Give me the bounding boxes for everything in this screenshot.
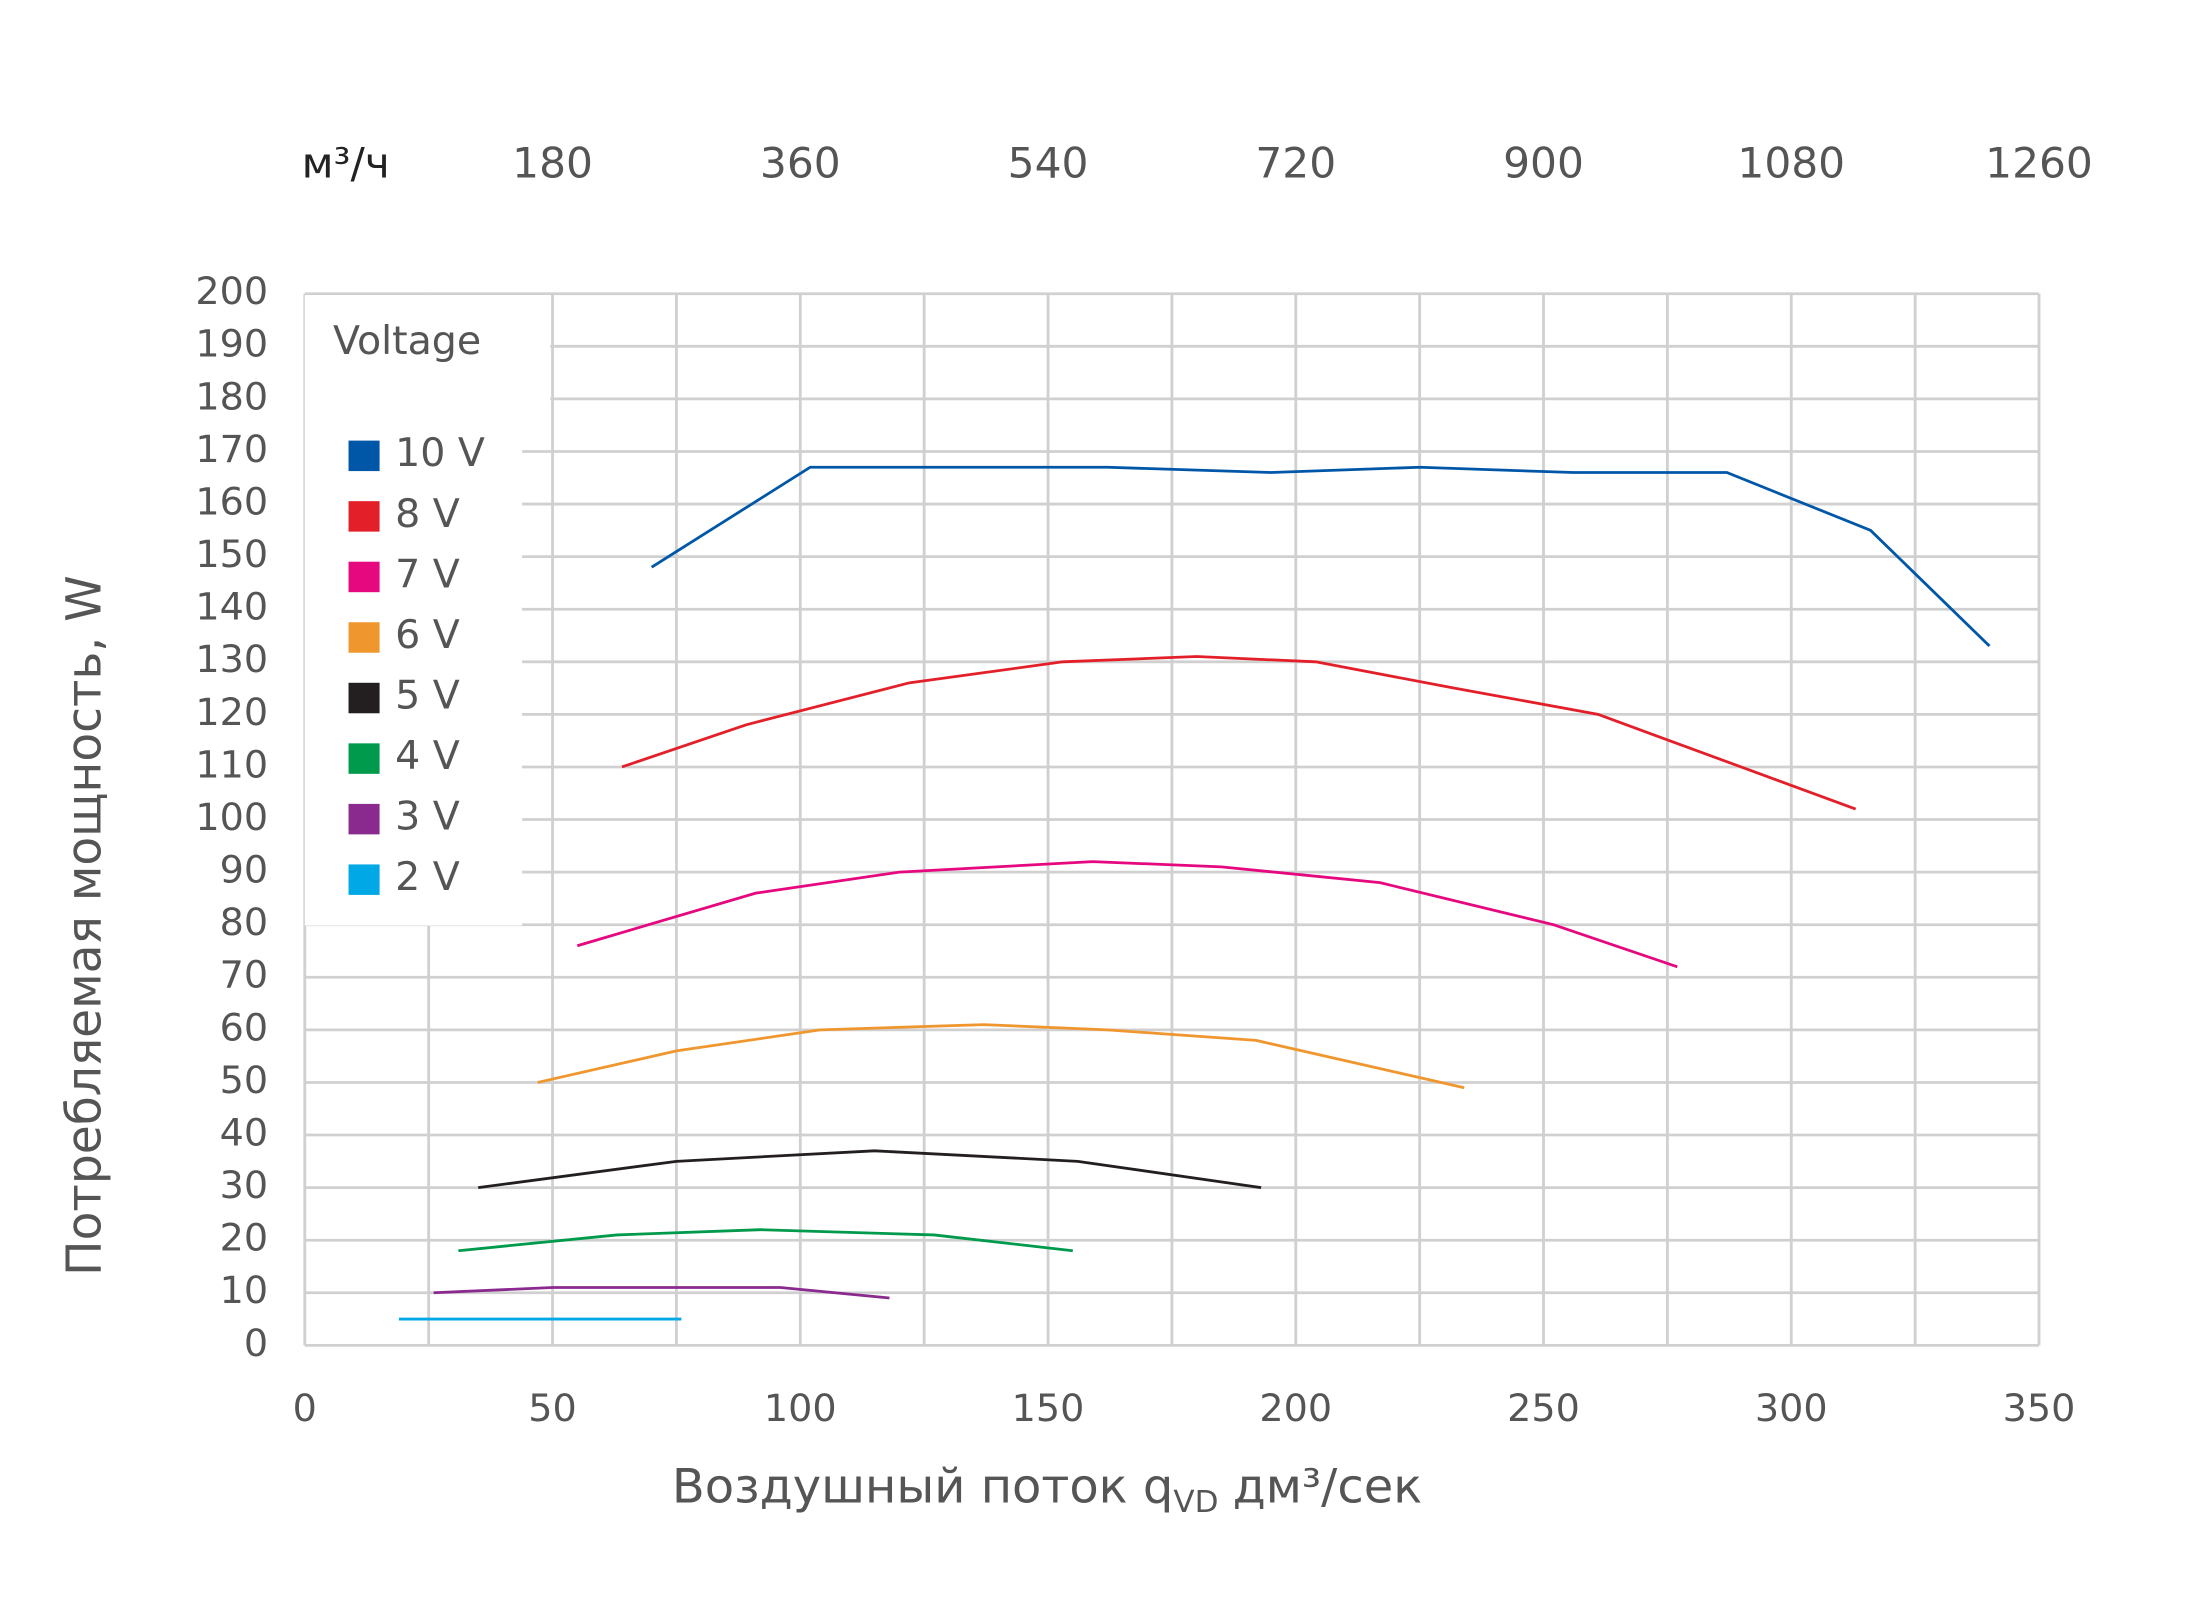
series-line bbox=[621, 655, 1857, 811]
x2-tick-label: 900 bbox=[1503, 139, 1584, 188]
y-tick-label: 20 bbox=[220, 1216, 268, 1260]
y-tick-label: 160 bbox=[195, 480, 268, 524]
legend-swatch bbox=[348, 864, 380, 895]
y-axis-label: Потребляемая мощность, W bbox=[57, 575, 112, 1276]
series-line bbox=[650, 465, 1991, 648]
legend-label: 10 V bbox=[395, 432, 485, 477]
x2-tick-label: 180 bbox=[512, 139, 593, 188]
legend-label: 4 V bbox=[395, 734, 460, 779]
y-tick-label: 30 bbox=[220, 1163, 268, 1207]
legend-swatch bbox=[348, 743, 380, 774]
legend-label: 6 V bbox=[395, 613, 460, 658]
y-tick-label: 120 bbox=[195, 690, 268, 734]
legend-swatch bbox=[348, 561, 380, 593]
y-tick-label: 70 bbox=[220, 953, 268, 997]
y-tick-label: 190 bbox=[195, 322, 268, 366]
legend-title-box bbox=[304, 295, 551, 404]
x-tick-label: 200 bbox=[1259, 1386, 1332, 1430]
legend-swatch bbox=[348, 682, 380, 714]
x-tick-label: 350 bbox=[2003, 1386, 2076, 1430]
legend-swatch bbox=[348, 622, 380, 653]
x-tick-label: 50 bbox=[528, 1386, 576, 1430]
y-tick-label: 90 bbox=[220, 848, 268, 892]
x2-tick-label: 540 bbox=[1008, 139, 1089, 188]
x2-tick-label: 360 bbox=[760, 139, 841, 188]
legend-swatch bbox=[348, 803, 380, 835]
y-tick-label: 170 bbox=[195, 427, 268, 471]
y-tick-label: 40 bbox=[220, 1111, 268, 1155]
x-axis-label: Воздушный поток qVD дм³/сек bbox=[672, 1460, 1422, 1520]
legend-label: 5 V bbox=[395, 674, 460, 719]
x-tick-label: 0 bbox=[293, 1386, 317, 1430]
x-label-main: Воздушный поток q bbox=[672, 1460, 1173, 1514]
x-label-unit: дм³/сек bbox=[1233, 1460, 1423, 1514]
y-tick-label: 150 bbox=[195, 532, 268, 576]
y-tick-label: 60 bbox=[220, 1006, 268, 1050]
x-tick-label: 300 bbox=[1755, 1386, 1828, 1430]
x-label-sub: VD bbox=[1173, 1484, 1218, 1520]
y-tick-label: 180 bbox=[195, 375, 268, 419]
y-tick-label: 80 bbox=[220, 900, 268, 944]
legend-label: 2 V bbox=[395, 855, 460, 900]
y-tick-label: 0 bbox=[244, 1321, 268, 1365]
x-tick-label: 150 bbox=[1012, 1386, 1085, 1430]
legend-label: 8 V bbox=[395, 492, 460, 537]
y-tick-label: 110 bbox=[195, 743, 268, 787]
legend-title: Voltage bbox=[333, 319, 481, 364]
legend-box bbox=[304, 401, 523, 926]
y-tick-label: 130 bbox=[195, 638, 268, 682]
y-tick-label: 140 bbox=[195, 585, 268, 629]
x2-tick-label: 720 bbox=[1255, 139, 1336, 188]
legend-label: 7 V bbox=[395, 553, 460, 598]
series-line bbox=[537, 1023, 1465, 1090]
x2-axis-label: м³/ч bbox=[302, 139, 390, 188]
y-tick-label: 200 bbox=[195, 269, 268, 313]
legend-swatch bbox=[348, 501, 380, 532]
x2-tick-label: 1260 bbox=[1985, 139, 2093, 188]
y-tick-label: 10 bbox=[220, 1269, 268, 1313]
y-tick-label: 100 bbox=[195, 795, 268, 839]
legend-swatch bbox=[348, 440, 380, 472]
legend-label: 3 V bbox=[395, 795, 460, 840]
series-line bbox=[433, 1286, 890, 1300]
x-tick-label: 100 bbox=[764, 1386, 837, 1430]
series-line bbox=[478, 1149, 1262, 1189]
y-tick-label: 50 bbox=[220, 1058, 268, 1102]
x2-tick-label: 1080 bbox=[1737, 139, 1845, 188]
series-line bbox=[458, 1228, 1073, 1253]
series-line bbox=[576, 860, 1678, 969]
x-tick-label: 250 bbox=[1507, 1386, 1580, 1430]
